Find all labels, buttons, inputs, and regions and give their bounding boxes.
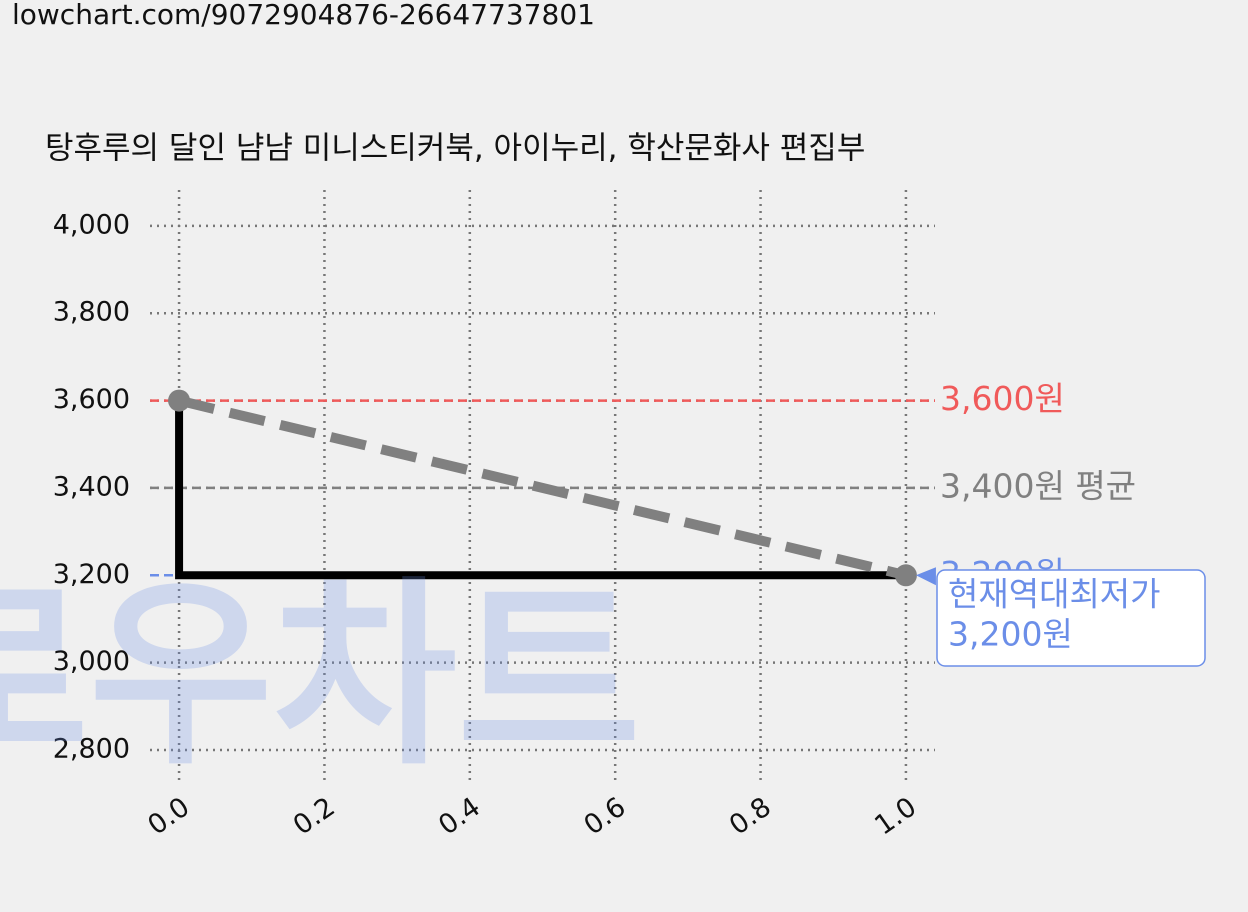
reference-label: 3,600원 xyxy=(940,379,1065,418)
reference-label: 3,400원 평균 xyxy=(940,466,1136,505)
series-line xyxy=(177,395,908,581)
x-tick-label: 0.2 xyxy=(288,791,341,841)
y-tick-label: 4,000 xyxy=(53,209,130,240)
source-url: lowchart.com/9072904876-26647737801 xyxy=(12,0,595,31)
y-tick-label: 3,800 xyxy=(53,297,130,328)
annotation-arrow xyxy=(915,567,936,586)
x-tick-label: 0.0 xyxy=(142,791,195,841)
x-tick-label: 1.0 xyxy=(869,791,922,841)
y-tick-label: 3,400 xyxy=(53,471,130,502)
y-tick-label: 3,200 xyxy=(53,559,130,590)
x-tick-label: 0.6 xyxy=(579,791,632,841)
x-tick-label: 0.4 xyxy=(433,791,486,841)
y-tick-label: 2,800 xyxy=(53,734,130,765)
watermark: 로우차트 xyxy=(0,560,641,793)
annotation-box xyxy=(936,569,1206,667)
series-line xyxy=(175,400,906,580)
annotation-text: 3,200원 xyxy=(948,615,1073,654)
point-marker xyxy=(168,389,191,412)
x-tick-label: 0.8 xyxy=(724,791,777,841)
y-tick-label: 3,000 xyxy=(53,646,130,677)
chart-title: 탕후루의 달인 냠냠 미니스티커북, 아이누리, 학산문화사 편집부 xyxy=(45,131,865,167)
point-marker xyxy=(894,564,917,587)
y-tick-label: 3,600 xyxy=(53,384,130,415)
annotation-text: 현재역대최저가 xyxy=(948,575,1161,614)
